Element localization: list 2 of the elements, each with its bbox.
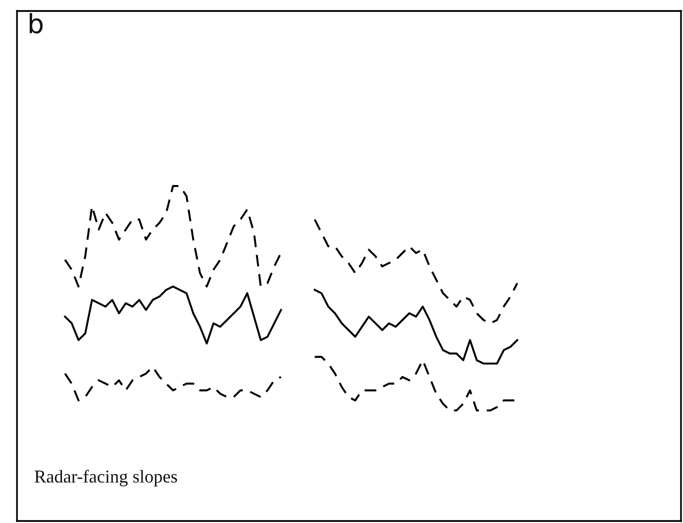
text: b [30,13,43,34]
annotation: Radar-facing slopes [34,470,178,486]
